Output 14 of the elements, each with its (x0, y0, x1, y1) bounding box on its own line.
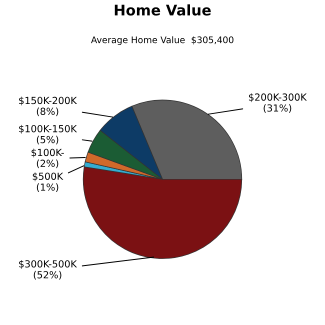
chart-subtitle: Average Home Value $305,400 (91, 36, 234, 45)
slice-label: $100K-150K (19, 124, 78, 134)
slice-label: $200K-300K (248, 93, 307, 102)
data-label: (31%) (264, 104, 292, 113)
slice-label: $150K-200K (19, 96, 78, 106)
data-label: (8%) (36, 108, 58, 116)
slice-label: $100K- (32, 148, 64, 158)
data-label: (2%) (36, 160, 58, 168)
slice-label: $300K-500K (19, 260, 78, 269)
data-label: (5%) (36, 136, 58, 144)
slice-label: $500K (32, 172, 64, 182)
chart-title: Home Value (114, 4, 211, 16)
data-label: (1%) (36, 183, 58, 192)
data-label: (52%) (34, 270, 62, 280)
